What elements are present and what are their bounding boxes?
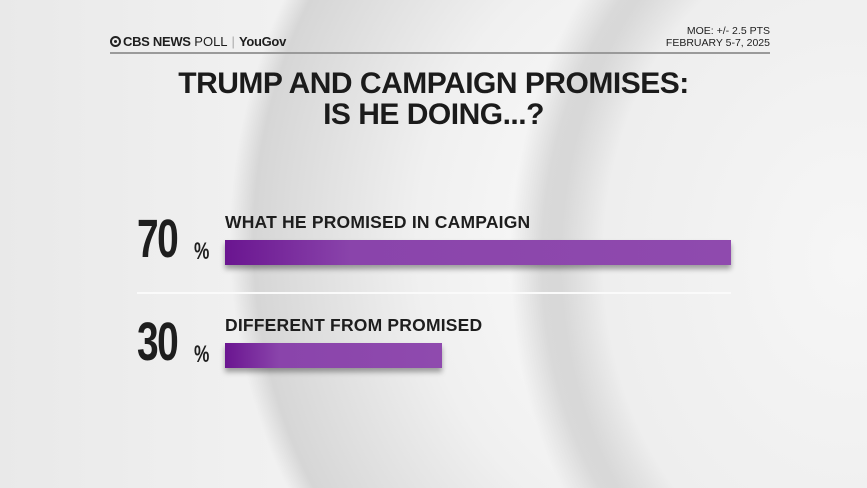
partner-logo: YouGov — [238, 34, 287, 49]
poll-meta: MOE: +/- 2.5 PTS FEBRUARY 5-7, 2025 — [666, 25, 770, 49]
bar — [225, 343, 442, 368]
brand: CBS NEWS — [123, 34, 191, 49]
brand-suffix: POLL — [194, 34, 228, 49]
value-label: 70 — [137, 209, 179, 269]
poll-dates: FEBRUARY 5-7, 2025 — [665, 37, 770, 49]
separator: | — [231, 34, 235, 49]
category-label: DIFFERENT FROM PROMISED — [225, 315, 483, 335]
bar — [225, 240, 732, 265]
cbs-eye-icon — [110, 36, 121, 47]
header-rule — [110, 52, 770, 54]
margin-of-error: MOE: +/- 2.5 PTS — [686, 25, 770, 37]
cbs-news-poll-logo: CBS NEWS POLL | YouGov — [110, 34, 286, 49]
category-label: WHAT HE PROMISED IN CAMPAIGN — [225, 212, 531, 232]
title-line-1: TRUMP AND CAMPAIGN PROMISES: — [178, 67, 689, 100]
row-divider — [137, 292, 731, 294]
value-label: 30 — [137, 312, 179, 372]
chart-title: TRUMP AND CAMPAIGN PROMISES: IS HE DOING… — [0, 68, 867, 130]
percent-sign: % — [194, 341, 210, 368]
percent-sign: % — [194, 238, 210, 265]
title-line-2: IS HE DOING...? — [323, 98, 544, 131]
